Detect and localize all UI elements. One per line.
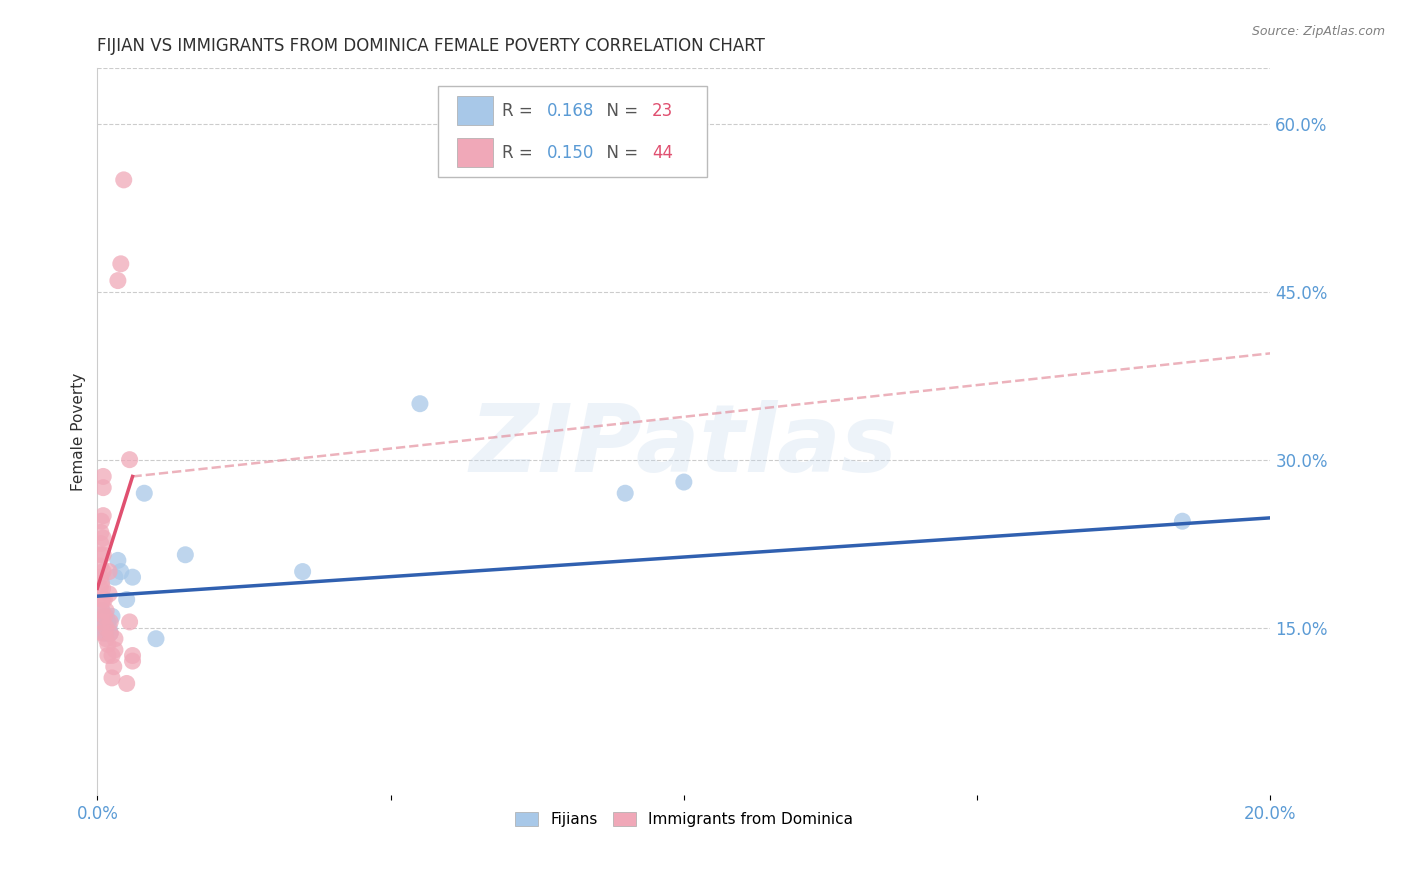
Point — [91, 508, 114, 523]
Point — [90, 514, 112, 528]
Point — [614, 486, 637, 500]
Point — [121, 648, 143, 663]
Point — [91, 582, 114, 596]
Point — [91, 592, 114, 607]
Point — [145, 632, 167, 646]
Point — [104, 632, 127, 646]
Point — [89, 582, 111, 596]
Point — [91, 592, 114, 607]
Point — [134, 486, 156, 500]
Y-axis label: Female Poverty: Female Poverty — [72, 373, 86, 491]
Point — [97, 648, 120, 663]
Point — [91, 548, 114, 562]
FancyBboxPatch shape — [437, 87, 707, 178]
Text: N =: N = — [596, 144, 644, 161]
Legend: Fijians, Immigrants from Dominica: Fijians, Immigrants from Dominica — [508, 805, 860, 835]
Point — [89, 548, 111, 562]
Point — [98, 626, 121, 640]
Point — [118, 615, 141, 629]
Point — [97, 637, 120, 651]
Point — [97, 615, 120, 629]
Text: Source: ZipAtlas.com: Source: ZipAtlas.com — [1251, 25, 1385, 38]
Text: R =: R = — [502, 144, 538, 161]
Point — [121, 654, 143, 668]
Text: 23: 23 — [652, 102, 673, 120]
Point — [93, 626, 115, 640]
Point — [91, 604, 114, 618]
Text: 44: 44 — [652, 144, 673, 161]
Point — [90, 536, 112, 550]
Point — [91, 481, 114, 495]
Point — [98, 626, 121, 640]
Point — [98, 621, 121, 635]
Point — [115, 676, 138, 690]
Point — [98, 587, 121, 601]
Point — [104, 570, 127, 584]
Point — [94, 626, 117, 640]
Point — [93, 609, 115, 624]
Point — [174, 548, 197, 562]
Point — [672, 475, 695, 489]
Text: 0.168: 0.168 — [547, 102, 593, 120]
Text: R =: R = — [502, 102, 538, 120]
Point — [94, 632, 117, 646]
Point — [112, 173, 135, 187]
Point — [90, 525, 112, 540]
Text: FIJIAN VS IMMIGRANTS FROM DOMINICA FEMALE POVERTY CORRELATION CHART: FIJIAN VS IMMIGRANTS FROM DOMINICA FEMAL… — [97, 37, 765, 55]
Point — [101, 671, 124, 685]
Point — [91, 615, 114, 629]
Point — [93, 592, 115, 607]
Point — [291, 565, 314, 579]
Point — [110, 565, 132, 579]
Point — [94, 609, 117, 624]
Text: ZIPatlas: ZIPatlas — [470, 401, 898, 492]
Point — [94, 621, 117, 635]
Point — [118, 452, 141, 467]
Point — [98, 615, 121, 629]
Point — [91, 565, 114, 579]
Text: 0.150: 0.150 — [547, 144, 593, 161]
Point — [121, 570, 143, 584]
Point — [91, 615, 114, 629]
Point — [91, 621, 114, 635]
Point — [107, 274, 129, 288]
Point — [101, 609, 124, 624]
Bar — [457, 96, 492, 125]
Point — [1171, 514, 1194, 528]
Point — [91, 626, 114, 640]
Point — [91, 604, 114, 618]
Text: N =: N = — [596, 102, 644, 120]
Point — [89, 570, 111, 584]
Bar — [457, 138, 492, 167]
Point — [107, 553, 129, 567]
Point — [89, 559, 111, 574]
Point — [115, 592, 138, 607]
Point — [98, 565, 121, 579]
Point — [104, 643, 127, 657]
Point — [103, 659, 125, 673]
Point — [94, 604, 117, 618]
Point — [90, 575, 112, 590]
Point — [91, 469, 114, 483]
Point — [110, 257, 132, 271]
Point — [101, 648, 124, 663]
Point — [409, 397, 432, 411]
Point — [91, 531, 114, 545]
